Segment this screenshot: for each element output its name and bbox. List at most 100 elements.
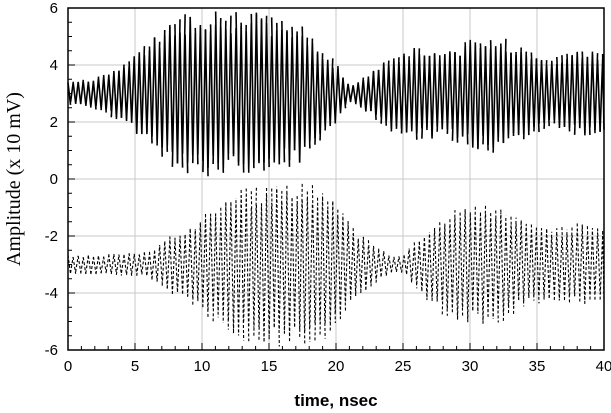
series-dashed-segment <box>271 188 275 328</box>
series-dashed-segment <box>597 228 601 295</box>
series-solid-segment <box>130 57 135 123</box>
series-dashed-segment <box>115 254 120 275</box>
series-solid-segment <box>459 55 464 135</box>
series-solid-segment <box>375 69 380 115</box>
series-solid-segment <box>433 54 438 127</box>
series-solid-segment <box>128 61 133 122</box>
series-dashed-segment <box>171 240 176 294</box>
series-solid-segment <box>540 60 545 124</box>
x-tick-label: 0 <box>64 358 72 375</box>
series-solid-segment <box>380 63 385 124</box>
series-dashed-segment <box>238 195 242 333</box>
series-dashed-segment <box>95 254 100 275</box>
series-dashed-segment <box>98 256 102 274</box>
series-solid-segment <box>146 50 151 133</box>
series-dashed-segment <box>352 228 357 297</box>
series-dashed-segment <box>258 203 263 340</box>
series-dashed-segment <box>210 213 214 310</box>
series-dashed-segment <box>571 234 576 297</box>
series-dashed-segment <box>599 233 604 300</box>
series-dashed-segment <box>393 256 397 272</box>
series-dashed-segment <box>304 196 308 332</box>
series-dashed <box>67 183 605 347</box>
series-dashed-segment <box>507 225 512 314</box>
series-dashed-segment <box>487 218 492 313</box>
series-dashed-segment <box>120 255 125 273</box>
series-dashed-segment <box>523 223 527 302</box>
series-solid-segment <box>487 48 492 145</box>
series-dashed-segment <box>533 227 538 296</box>
series-solid-segment <box>388 65 393 129</box>
series-dashed-segment <box>141 252 145 275</box>
series-dashed-segment <box>505 222 510 307</box>
series-dashed-segment <box>286 192 291 336</box>
series-dashed-segment <box>344 224 349 302</box>
series-solid-segment <box>298 35 304 162</box>
series-solid-segment <box>563 58 568 127</box>
series-solid-segment <box>497 47 502 138</box>
series-solid-segment <box>421 55 426 139</box>
series-dashed-segment <box>332 201 336 323</box>
series-dashed-segment <box>266 194 270 337</box>
series-solid-segment <box>438 55 444 130</box>
series-dashed-segment <box>594 232 599 294</box>
series-solid-segment <box>461 46 466 137</box>
series-dashed-segment <box>474 217 479 314</box>
series-dashed-segment <box>418 241 423 292</box>
series-dashed-segment <box>283 184 288 334</box>
series-dashed-segment <box>309 203 313 328</box>
series-dashed-segment <box>322 197 326 339</box>
series-dashed-segment <box>551 236 555 296</box>
series-solid-segment <box>125 66 130 120</box>
series-solid-segment <box>568 55 573 128</box>
series-dashed-segment <box>166 239 171 289</box>
series-dashed-segment <box>408 249 413 284</box>
series-solid-segment <box>288 37 293 161</box>
series-solid-segment <box>268 36 273 159</box>
tick-labels: 0 5 10 15 20 25 30 35 40 -6 -4 -2 0 2 4 6 <box>45 0 611 375</box>
series-dashed-segment <box>563 229 568 301</box>
series-solid-segment <box>174 24 179 164</box>
series-solid-segment <box>314 53 319 145</box>
series-dashed-segment <box>100 256 105 274</box>
series-dashed-segment <box>207 215 212 311</box>
series-dashed-segment <box>579 224 583 302</box>
series-dashed-segment <box>434 230 438 301</box>
series-dashed-segment <box>490 213 494 319</box>
series-dashed-segment <box>388 255 392 272</box>
x-tick-label: 35 <box>529 358 546 375</box>
series-dashed-segment <box>250 191 255 328</box>
series-solid-segment <box>489 40 494 148</box>
series-dashed-segment <box>581 225 586 305</box>
series-dashed-segment <box>558 236 563 298</box>
series-solid-segment <box>74 82 79 105</box>
series-solid-segment <box>334 68 339 121</box>
series-dashed-segment <box>329 202 334 331</box>
series-solid-segment <box>113 70 118 117</box>
series-dashed-segment <box>174 237 179 293</box>
series-solid-segment <box>561 55 566 128</box>
series-dashed-segment <box>281 202 285 332</box>
series-dashed-segment <box>484 214 489 317</box>
series-dashed-segment <box>426 232 431 298</box>
series-dashed-segment <box>202 217 207 303</box>
series-dashed-segment <box>192 229 196 305</box>
series-dashed-segment <box>375 250 380 283</box>
series-dashed-segment <box>561 227 566 299</box>
series-dashed-segment <box>444 223 448 316</box>
series-dashed-segment <box>319 193 324 335</box>
series-dashed-segment <box>80 257 84 274</box>
series-dashed-segment <box>138 254 143 275</box>
series-solid-segment <box>553 64 558 124</box>
series-solid-segment <box>550 60 556 121</box>
series-solid-segment <box>189 16 194 156</box>
ticks <box>67 7 605 351</box>
series-dashed-segment <box>472 206 476 310</box>
series-dashed-segment <box>584 234 588 301</box>
series-dashed-segment <box>253 187 257 336</box>
series-solid-segment <box>581 51 586 134</box>
series-solid-segment <box>456 55 461 138</box>
series-solid-segment <box>186 17 192 163</box>
series-dashed-segment <box>146 253 151 275</box>
